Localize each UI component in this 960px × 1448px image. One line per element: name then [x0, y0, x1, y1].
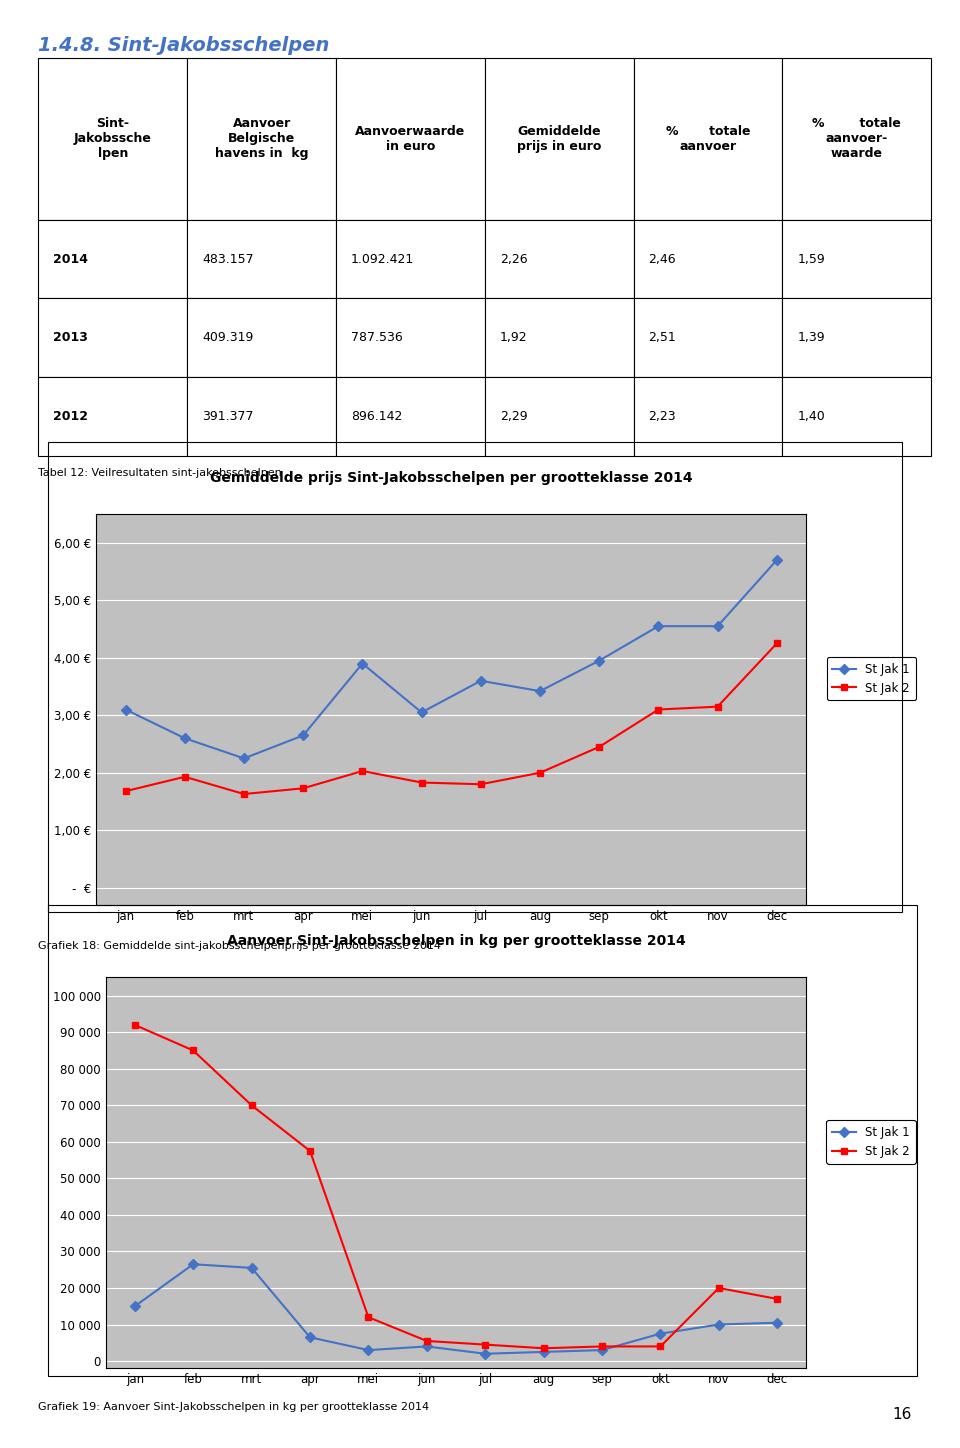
- Text: 1.4.8. Sint-Jakobsschelpen: 1.4.8. Sint-Jakobsschelpen: [38, 36, 330, 55]
- Text: Grafiek 19: Aanvoer Sint-Jakobsschelpen in kg per grootteklasse 2014: Grafiek 19: Aanvoer Sint-Jakobsschelpen …: [38, 1402, 429, 1412]
- Text: Gemiddelde prijs Sint-Jakobsschelpen per grootteklasse 2014: Gemiddelde prijs Sint-Jakobsschelpen per…: [210, 471, 692, 485]
- Legend: St Jak 1, St Jak 2: St Jak 1, St Jak 2: [827, 657, 916, 701]
- Text: 16: 16: [893, 1407, 912, 1422]
- Text: Grafiek 18: Gemiddelde sint-jakobsschelpenprijs per grootteklasse 2014: Grafiek 18: Gemiddelde sint-jakobsschelp…: [38, 941, 442, 951]
- Text: Tabel 12: Veilresultaten sint-jakobsschelpen: Tabel 12: Veilresultaten sint-jakobssche…: [38, 468, 282, 478]
- Legend: St Jak 1, St Jak 2: St Jak 1, St Jak 2: [827, 1121, 916, 1164]
- Text: Aanvoer Sint-Jakobsschelpen in kg per grootteklasse 2014: Aanvoer Sint-Jakobsschelpen in kg per gr…: [227, 934, 685, 948]
